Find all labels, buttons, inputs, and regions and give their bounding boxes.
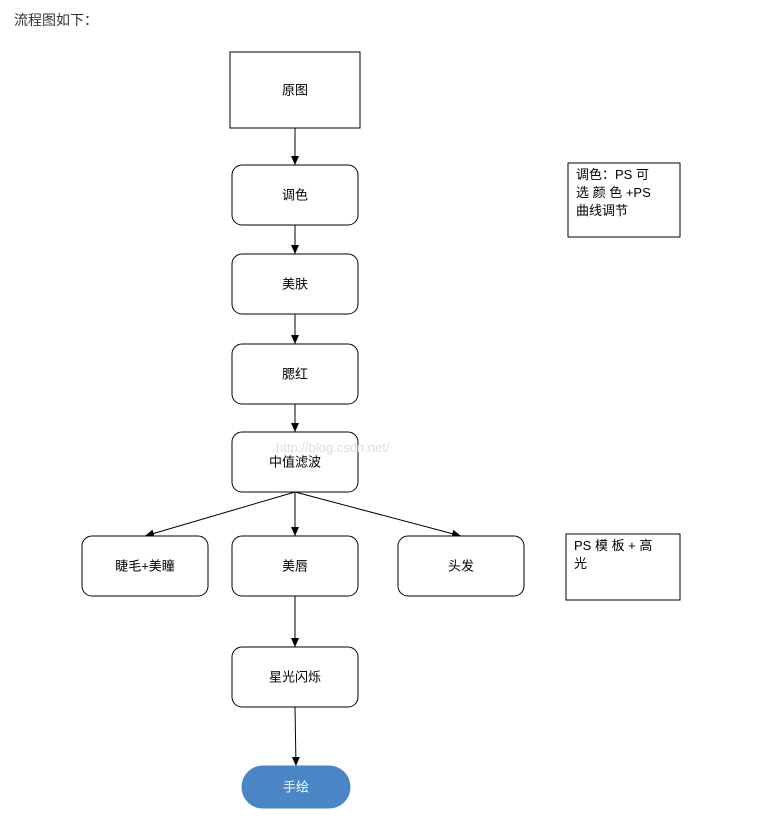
node-label-n9: 星光闪烁 bbox=[269, 670, 321, 685]
edge-n9-n10 bbox=[295, 707, 296, 766]
page-title: 流程图如下： bbox=[14, 10, 98, 30]
annotation-line: 光 bbox=[574, 556, 587, 571]
annotation-a1: 调色：PS 可选 颜 色 +PS 曲线调节 bbox=[568, 163, 680, 237]
node-label-n2: 调色 bbox=[282, 188, 308, 203]
edge-n5-n6 bbox=[145, 492, 295, 536]
annotation-line: 调色：PS 可 bbox=[576, 167, 649, 182]
annotation-line: 选 颜 色 +PS bbox=[576, 185, 651, 200]
node-label-n1: 原图 bbox=[282, 83, 308, 98]
annotation-line: PS 模 板 + 高 bbox=[574, 538, 652, 553]
flowchart-canvas: 原图调色美肤腮红中值滤波睫毛+美瞳 美唇 头发星光闪烁手绘 调色：PS 可选 颜 色 … bbox=[0, 0, 769, 832]
node-n10: 手绘 bbox=[242, 766, 350, 808]
node-n8: 头发 bbox=[398, 536, 524, 596]
watermark-text: http://blog.csdn.net/ bbox=[276, 440, 389, 455]
node-n7: 美唇 bbox=[232, 536, 358, 596]
node-label-n8: 头发 bbox=[448, 559, 474, 574]
node-n6: 睫毛+美瞳 bbox=[82, 536, 208, 596]
edge-n5-n8 bbox=[295, 492, 461, 536]
annotation-a2: PS 模 板 + 高光 bbox=[566, 534, 680, 600]
node-label-n6: 睫毛+美瞳 bbox=[115, 559, 175, 574]
node-n2: 调色 bbox=[232, 165, 358, 225]
node-label-n5: 中值滤波 bbox=[269, 455, 321, 470]
node-n9: 星光闪烁 bbox=[232, 647, 358, 707]
annotation-line: 曲线调节 bbox=[576, 203, 628, 218]
node-label-n10: 手绘 bbox=[283, 780, 309, 795]
node-label-n4: 腮红 bbox=[282, 367, 308, 382]
node-label-n3: 美肤 bbox=[282, 277, 308, 292]
node-label-n7: 美唇 bbox=[282, 559, 308, 574]
node-n3: 美肤 bbox=[232, 254, 358, 314]
node-n4: 腮红 bbox=[232, 344, 358, 404]
node-n1: 原图 bbox=[230, 52, 360, 128]
